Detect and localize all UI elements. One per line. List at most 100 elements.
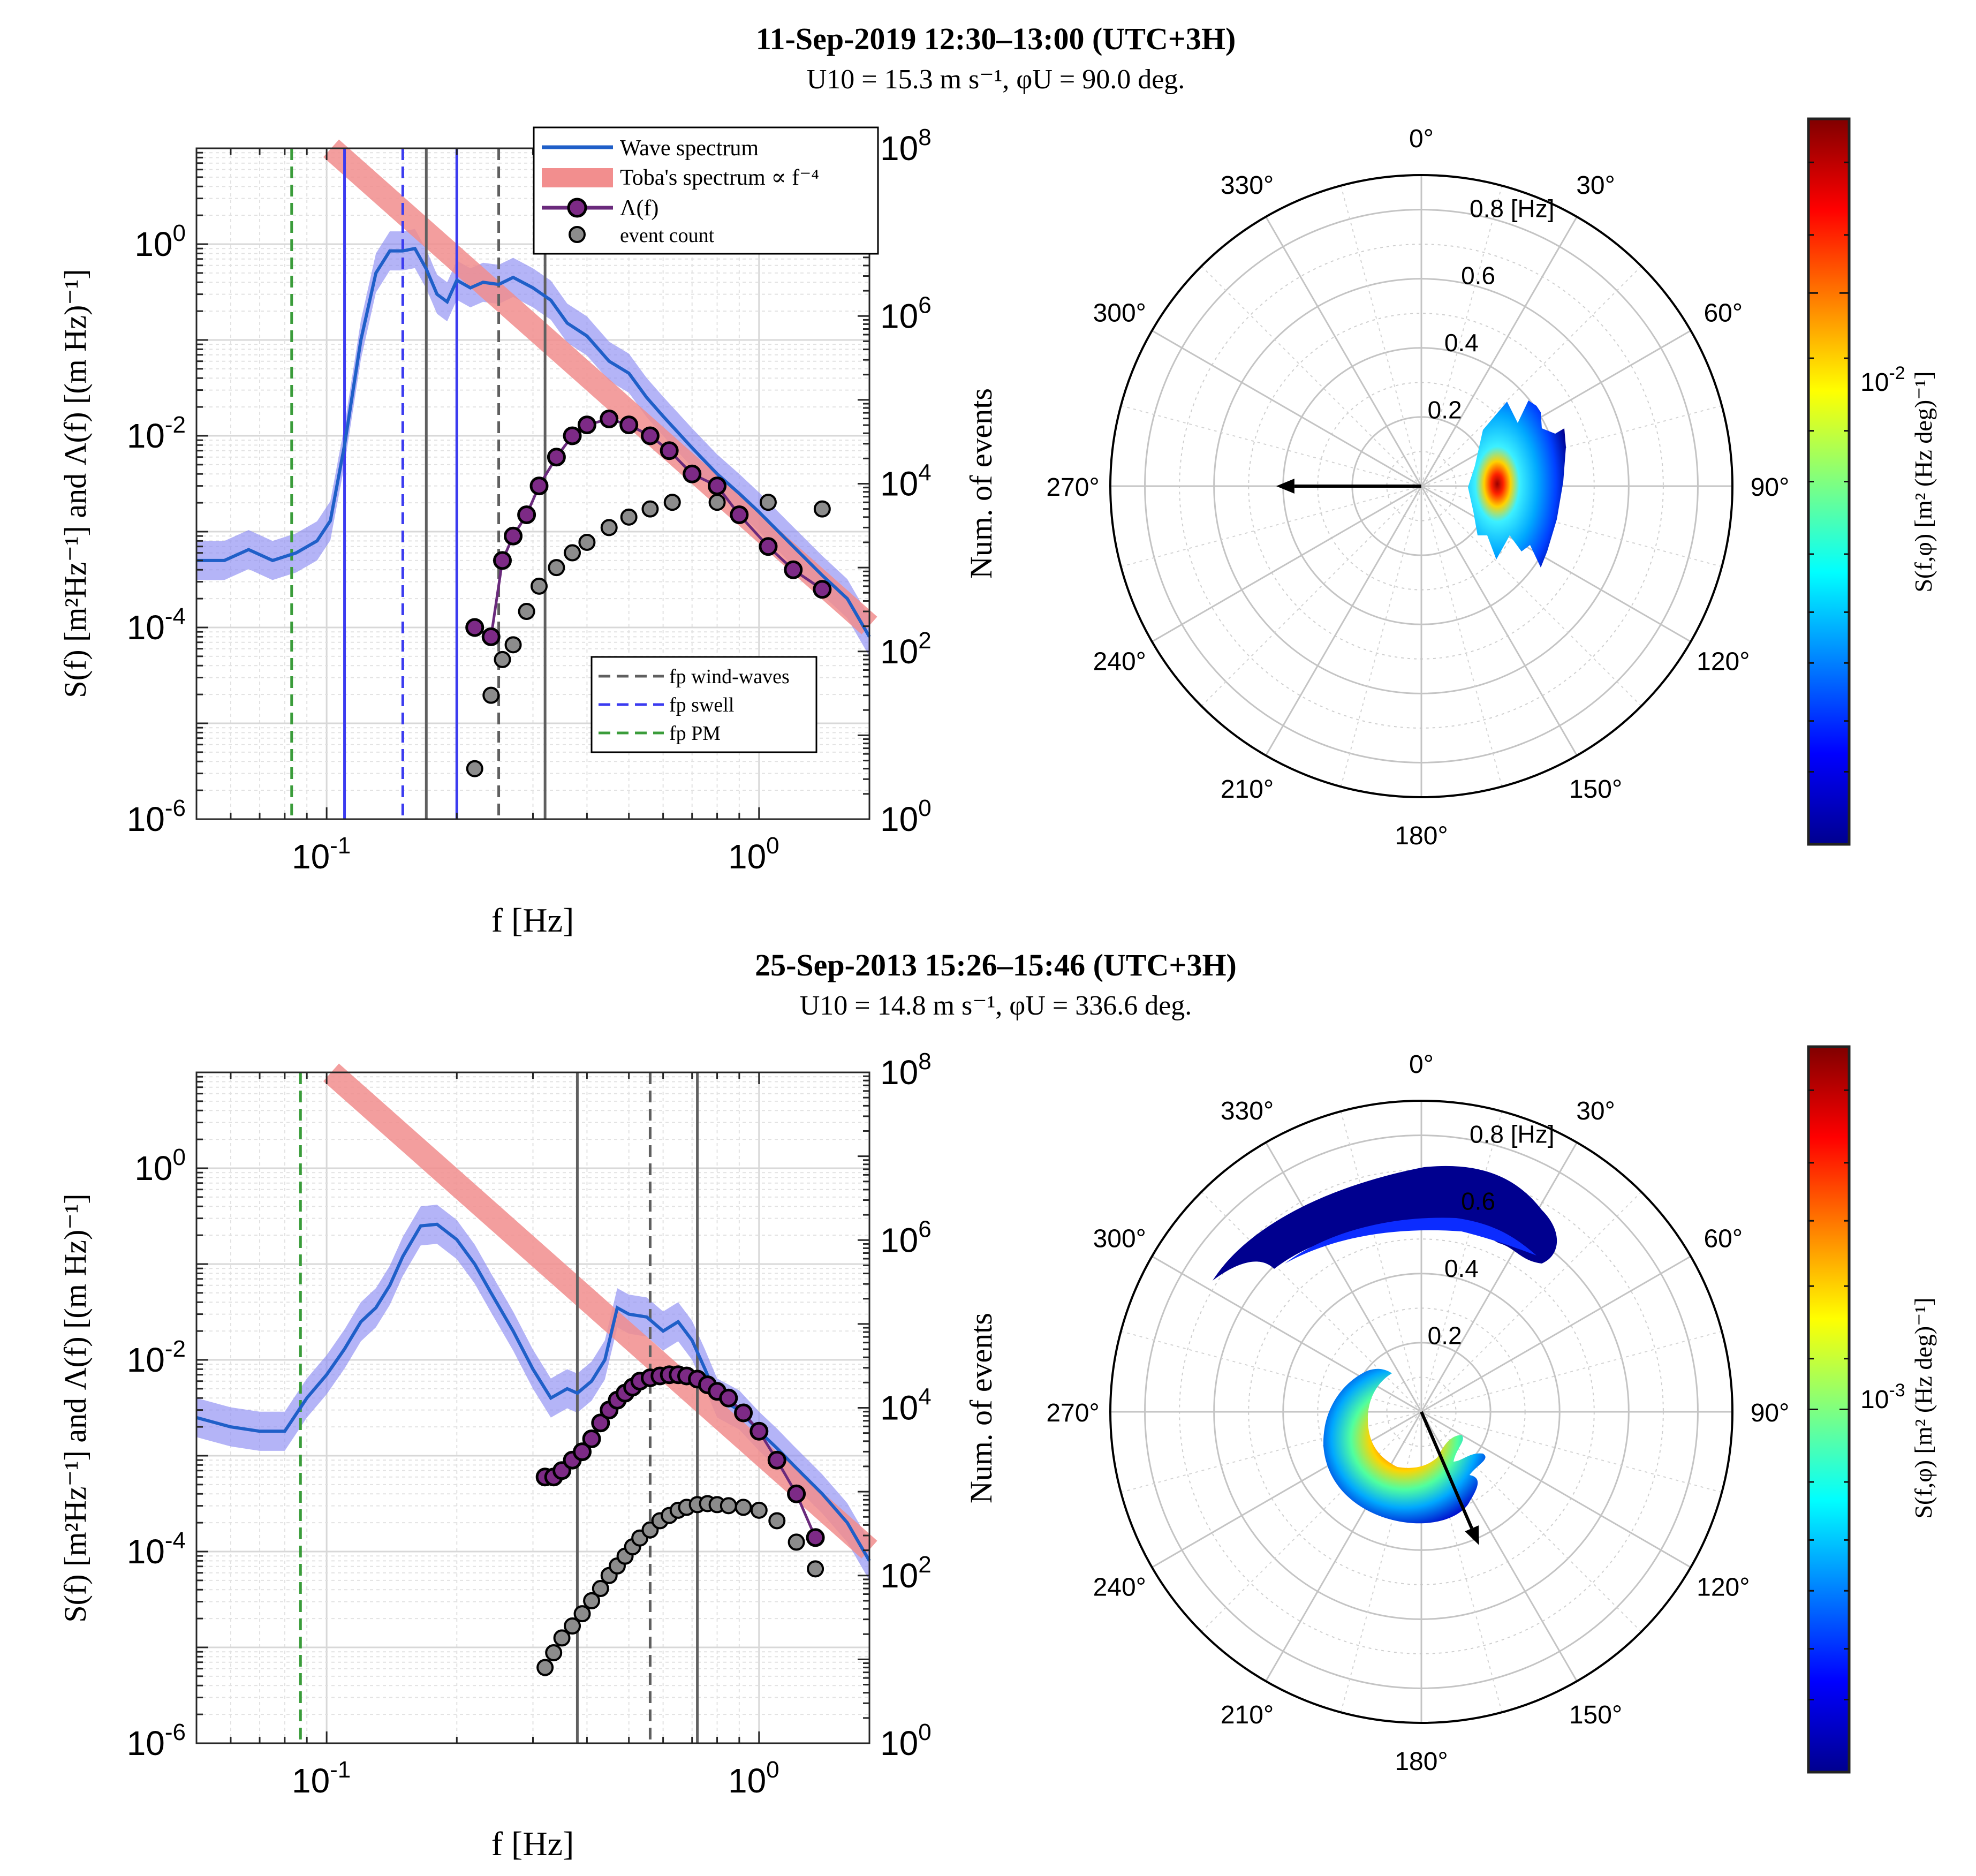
y-right-tick-label: 106 [880, 1216, 932, 1259]
lambda-point [734, 1403, 753, 1423]
panel-bottom: 25-Sep-2013 15:26–15:46 (UTC+3H) U10 = 1… [58, 948, 1937, 1863]
x-axis-label: f [Hz] [491, 901, 574, 939]
lambda-point [759, 537, 778, 556]
polar-ring-label: 0.4 [1444, 329, 1479, 357]
polar-ring-label: 0.8 [Hz] [1470, 194, 1555, 222]
y-tick-label-base: 10 [127, 800, 165, 838]
y-tick-label-base: 10 [127, 1341, 165, 1379]
polar-spoke [1421, 486, 1642, 707]
axis-ticks [195, 147, 869, 820]
colorbar: 10-3 S(f,φ) [m² (Hz deg)⁻¹] [1807, 1045, 1937, 1774]
lambda-point [683, 464, 702, 483]
toba-spectrum [323, 1063, 877, 1559]
event-count-point [545, 1644, 563, 1661]
event-count-point [583, 1592, 601, 1609]
polar-spoke [1421, 330, 1691, 487]
polar-spoke [1152, 1411, 1422, 1568]
y-right-tick-label-base: 10 [880, 1221, 918, 1259]
toba-spectrum-line [323, 139, 877, 634]
polar-ring-label: 0.2 [1428, 1321, 1462, 1349]
polar-plot: 0° 30° 60° 90° 120° 150° 180° 210° 240° 270° 300° 3… [1046, 125, 1789, 850]
wind-arrow-shaft [1420, 1411, 1473, 1529]
polar-spoke [1152, 330, 1422, 487]
polar-spoke [1421, 1255, 1691, 1413]
y-right-tick-label-exp: 4 [918, 460, 931, 486]
event-count-point [813, 500, 831, 518]
event-count-point [548, 559, 565, 577]
event-count-point [807, 1560, 824, 1578]
legend-count-swatch [569, 226, 586, 243]
y-tick-label-exp: 0 [173, 220, 186, 246]
y-tick-label-base: 10 [127, 608, 165, 647]
polar-spoke [1265, 1411, 1422, 1682]
axis-ticks [195, 1071, 869, 1744]
polar-spoke [1121, 486, 1422, 568]
panel-top: 11-Sep-2019 12:30–13:00 (UTC+3H) U10 = 1… [58, 21, 1937, 939]
polar-spoke [1421, 1411, 1722, 1493]
panel-title: 11-Sep-2019 12:30–13:00 (UTC+3H) [756, 21, 1236, 56]
lambda-point [787, 1484, 806, 1503]
legend-lambda-label: Λ(f) [620, 196, 658, 221]
lambda-point [619, 415, 639, 435]
y-tick-label-exp: -6 [165, 795, 186, 821]
polar-angle-label: 270° [1046, 1399, 1099, 1427]
polar-ring-label: 0.8 [Hz] [1470, 1120, 1555, 1148]
polar-spoke [1201, 266, 1422, 487]
lambda-point [749, 1421, 769, 1441]
polar-spoke [1265, 216, 1422, 487]
lambda-point [573, 1442, 592, 1462]
wave-spectrum-line [196, 246, 871, 638]
event-count-point [531, 577, 548, 595]
y-right-tick-label-exp: 2 [918, 1552, 931, 1578]
colorbar-ticks [1808, 161, 1849, 773]
y-axis-right-label: Num. of events [964, 1313, 998, 1503]
polar-spoke [1121, 405, 1422, 487]
legend-toba-label: Toba's spectrum ∝ f⁻⁴ [620, 165, 819, 190]
polar-angle-label: 330° [1221, 1097, 1274, 1125]
polar-spoke [1201, 1411, 1422, 1632]
y-tick-label-base: 10 [127, 417, 165, 455]
y-right-tick-label-exp: 6 [918, 292, 931, 318]
x-tick-label-base: 10 [292, 1761, 330, 1800]
polar-labels: 0° 30° 60° 90° 120° 150° 180° 210° 240° 270° 300° 3… [1046, 125, 1789, 850]
y-tick-label: 10-4 [127, 603, 186, 647]
y-tick-label: 100 [134, 1144, 186, 1187]
lambda-point [493, 551, 512, 570]
event-count-series [466, 494, 831, 777]
polar-spoke [1421, 1191, 1642, 1412]
polar-spoke [1121, 1411, 1422, 1493]
event-count-point [708, 494, 726, 511]
event-count-point [720, 1497, 737, 1515]
legend-peaks-box [590, 656, 817, 753]
y-right-tick-label-exp: 8 [918, 1048, 931, 1075]
colorbar-label: S(f,φ) [m² (Hz deg)⁻¹] [1910, 371, 1937, 592]
event-count-point [578, 533, 596, 551]
legend-wave-label: Wave spectrum [620, 136, 759, 161]
y-tick-label: 10-2 [127, 1336, 186, 1379]
y-tick-label-base: 10 [134, 1149, 172, 1187]
y-tick-label: 10-6 [127, 1719, 186, 1762]
legend-ww-label: fp wind-waves [669, 665, 790, 688]
wind-arrow-head [1276, 479, 1294, 494]
x-tick-label-exp: -1 [330, 1757, 351, 1783]
y-right-tick-label-base: 10 [880, 465, 918, 503]
event-count-point [735, 1499, 752, 1516]
polar-ring-label: 0.2 [1428, 396, 1462, 423]
y-right-tick-label: 104 [880, 1384, 932, 1427]
y-tick-label-exp: -4 [165, 1527, 186, 1554]
y-tick-label-base: 10 [127, 1724, 165, 1762]
event-count-point [494, 650, 511, 668]
y-axis-label: S(f) [m²Hz⁻¹] and Λ(f) [(m Hz)⁻¹] [58, 1193, 93, 1622]
polar-spoke [1420, 486, 1578, 756]
lambda-point [784, 560, 803, 579]
polar-spoke [1421, 185, 1503, 487]
y-tick-label-exp: -2 [165, 1336, 186, 1362]
polar-angle-label: 30° [1576, 1097, 1615, 1125]
lambda-point [813, 580, 832, 599]
event-count-point [663, 494, 681, 511]
polar-angle-label: 120° [1697, 1574, 1750, 1602]
polar-spoke [1340, 185, 1422, 487]
x-tick-label: 10-1 [292, 1757, 351, 1800]
